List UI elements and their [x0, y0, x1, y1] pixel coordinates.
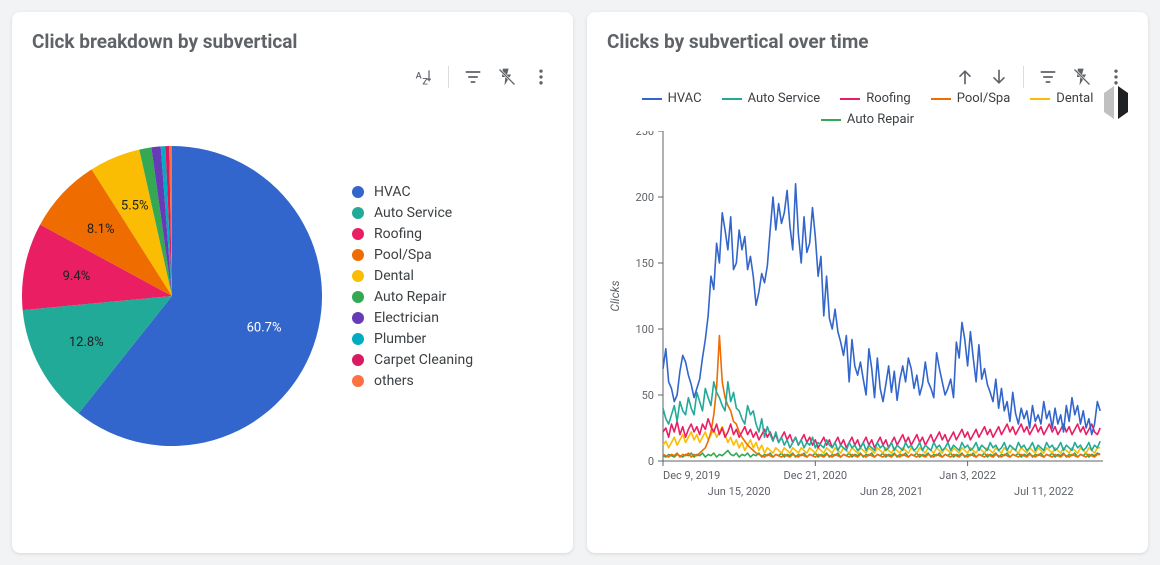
- series-line[interactable]: [663, 184, 1100, 435]
- pie-card-title: Click breakdown by subvertical: [32, 30, 553, 53]
- x-tick-label-minor: Jun 28, 2021: [860, 485, 923, 498]
- x-tick-label: Dec 9, 2019: [663, 469, 720, 482]
- legend-dot-icon: [352, 312, 364, 324]
- legend-item[interactable]: Plumber: [352, 331, 473, 347]
- legend-label: Auto Repair: [374, 289, 446, 305]
- legend-item[interactable]: Carpet Cleaning: [352, 352, 473, 368]
- legend-item[interactable]: Electrician: [352, 310, 473, 326]
- legend-dash-icon: [1030, 98, 1050, 100]
- legend-dash-icon: [821, 119, 841, 121]
- pie-breakdown-card: Click breakdown by subvertical AZ 60.7% 1…: [12, 12, 573, 553]
- legend-item[interactable]: Roofing: [352, 226, 473, 242]
- arrow-down-icon[interactable]: [989, 67, 1009, 87]
- legend-item[interactable]: HVAC: [642, 91, 702, 106]
- pie-legend: HVAC Auto Service Roofing Pool/Spa Dental Aut…: [352, 179, 473, 394]
- legend-item[interactable]: Dental: [352, 268, 473, 284]
- toolbar-separator: [1023, 66, 1024, 88]
- pie-slice-label: 9.4%: [63, 269, 91, 284]
- pie-slice-label: 12.8%: [69, 335, 104, 350]
- legend-label: Dental: [1056, 91, 1093, 106]
- y-tick-label: 0: [648, 455, 654, 468]
- y-tick-label: 150: [635, 257, 654, 270]
- line-chart: 0 50 100 150 200 250 Clicks Dec 9, 2019 Dec 21, …: [607, 131, 1127, 531]
- line-card-title: Clicks by subvertical over time: [607, 30, 1128, 53]
- legend-item[interactable]: Pool/Spa: [931, 91, 1011, 106]
- y-tick-label: 250: [635, 131, 654, 138]
- line-toolbar: [955, 66, 1126, 88]
- legend-label: HVAC: [374, 184, 411, 200]
- legend-label: Auto Service: [374, 205, 452, 221]
- legend-dot-icon: [352, 291, 364, 303]
- legend-label: Carpet Cleaning: [374, 352, 473, 368]
- legend-label: Dental: [374, 268, 414, 284]
- legend-dot-icon: [352, 270, 364, 282]
- legend-label: Pool/Spa: [957, 91, 1011, 106]
- legend-dot-icon: [352, 375, 364, 387]
- y-tick-label: 100: [635, 323, 654, 336]
- svg-text:A: A: [416, 72, 422, 82]
- pie-slice-label: 60.7%: [247, 321, 282, 336]
- y-tick-label: 50: [642, 389, 654, 402]
- legend-dash-icon: [642, 98, 662, 100]
- filter-icon[interactable]: [463, 67, 483, 87]
- pie-chart: 60.7% 12.8% 9.4% 8.1% 5.5%: [22, 146, 322, 446]
- series-line[interactable]: [663, 419, 1100, 448]
- line-timeseries-card: Clicks by subvertical over time HVAC Auto…: [587, 12, 1148, 553]
- legend-dot-icon: [352, 186, 364, 198]
- pie-slice-label: 8.1%: [87, 222, 115, 237]
- legend-label: HVAC: [668, 91, 702, 106]
- y-tick-label: 200: [635, 191, 654, 204]
- pie-slice-label: 5.5%: [121, 198, 149, 213]
- x-tick-label: Dec 21, 2020: [784, 469, 848, 482]
- legend-dash-icon: [931, 98, 951, 100]
- y-axis-title: Clicks: [608, 280, 622, 311]
- flash-off-icon[interactable]: [497, 67, 517, 87]
- sort-az-icon[interactable]: AZ: [414, 67, 434, 87]
- legend-dash-icon: [722, 98, 742, 100]
- pager-next-icon[interactable]: [1118, 93, 1128, 112]
- flash-off-icon[interactable]: [1072, 67, 1092, 87]
- more-icon[interactable]: [531, 67, 551, 87]
- legend-label: Electrician: [374, 310, 439, 326]
- legend-label: Plumber: [374, 331, 426, 347]
- toolbar-separator: [448, 66, 449, 88]
- legend-dot-icon: [352, 207, 364, 219]
- legend-item[interactable]: others: [352, 373, 473, 389]
- legend-label: others: [374, 373, 414, 389]
- legend-dot-icon: [352, 228, 364, 240]
- more-icon[interactable]: [1106, 67, 1126, 87]
- legend-item[interactable]: Pool/Spa: [352, 247, 473, 263]
- line-legend: HVAC Auto Service Roofing Pool/Spa Dental Aut…: [607, 91, 1128, 127]
- legend-dot-icon: [352, 333, 364, 345]
- filter-icon[interactable]: [1038, 67, 1058, 87]
- arrow-up-icon[interactable]: [955, 67, 975, 87]
- legend-label: Roofing: [866, 91, 911, 106]
- legend-item[interactable]: Auto Repair: [352, 289, 473, 305]
- legend-label: Auto Service: [748, 91, 821, 106]
- line-pager: [1104, 93, 1128, 112]
- legend-label: Pool/Spa: [374, 247, 432, 263]
- x-tick-label-minor: Jun 15, 2020: [708, 485, 771, 498]
- legend-item[interactable]: Dental: [1030, 91, 1093, 106]
- x-tick-label: Jan 3, 2022: [939, 469, 996, 482]
- legend-item[interactable]: Auto Service: [722, 91, 821, 106]
- legend-item[interactable]: Auto Repair: [821, 112, 914, 127]
- legend-label: Roofing: [374, 226, 422, 242]
- legend-item[interactable]: HVAC: [352, 184, 473, 200]
- legend-item[interactable]: Roofing: [840, 91, 911, 106]
- pager-prev-icon[interactable]: [1104, 93, 1114, 112]
- legend-item[interactable]: Auto Service: [352, 205, 473, 221]
- pie-toolbar: AZ: [414, 66, 551, 88]
- x-tick-label-minor: Jul 11, 2022: [1014, 485, 1074, 498]
- legend-dot-icon: [352, 249, 364, 261]
- legend-label: Auto Repair: [847, 112, 914, 127]
- legend-dot-icon: [352, 354, 364, 366]
- legend-dash-icon: [840, 98, 860, 100]
